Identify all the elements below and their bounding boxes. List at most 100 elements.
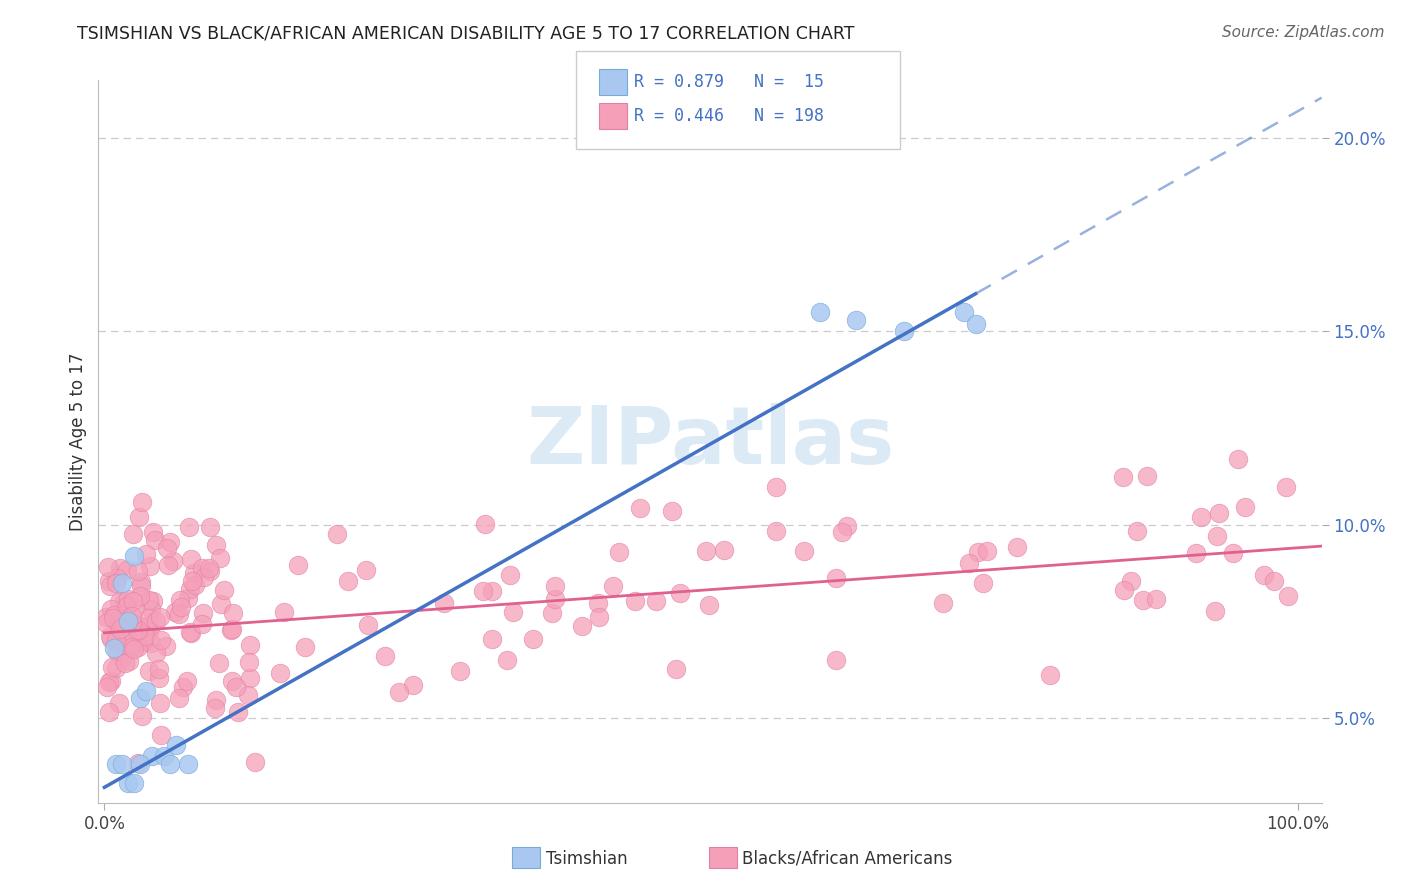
Point <box>401 678 423 692</box>
Point <box>169 592 191 607</box>
Point <box>496 653 519 667</box>
Point <box>105 571 128 585</box>
Point <box>180 626 202 640</box>
Point <box>149 728 172 742</box>
Point <box>149 610 172 624</box>
Point <box>134 634 156 648</box>
Point <box>957 557 980 571</box>
Point <box>713 542 735 557</box>
Point <box>169 607 191 621</box>
Point <box>121 608 143 623</box>
Point <box>699 598 721 612</box>
Point <box>765 480 787 494</box>
Point <box>628 501 651 516</box>
Point <box>180 552 202 566</box>
Point <box>150 633 173 648</box>
Point <box>101 659 124 673</box>
Point <box>179 582 201 596</box>
Point <box>183 566 205 580</box>
Point <box>222 606 245 620</box>
Point <box>98 579 121 593</box>
Point <box>111 757 134 772</box>
Point <box>1274 480 1296 494</box>
Point <box>661 504 683 518</box>
Point <box>112 594 135 608</box>
Point <box>125 636 148 650</box>
Point <box>148 662 170 676</box>
Point <box>236 689 259 703</box>
Point <box>221 622 243 636</box>
Point <box>98 705 121 719</box>
Point <box>1263 574 1285 588</box>
Point <box>198 520 221 534</box>
Point <box>139 601 162 615</box>
Point <box>129 574 152 589</box>
Point <box>243 755 266 769</box>
Point <box>976 543 998 558</box>
Point <box>177 591 200 606</box>
Point <box>120 640 142 655</box>
Point <box>118 654 141 668</box>
Text: Source: ZipAtlas.com: Source: ZipAtlas.com <box>1222 25 1385 40</box>
Point <box>148 672 170 686</box>
Point <box>139 559 162 574</box>
Point <box>104 661 127 675</box>
Point <box>845 313 868 327</box>
Point <box>449 665 471 679</box>
Point <box>129 757 152 772</box>
Point <box>226 705 249 719</box>
Point <box>121 618 143 632</box>
Point <box>204 693 226 707</box>
Point <box>191 607 214 621</box>
Point <box>103 611 125 625</box>
Point <box>141 636 163 650</box>
Point <box>94 615 117 630</box>
Point <box>205 538 228 552</box>
Point <box>120 636 142 650</box>
Point <box>602 580 624 594</box>
Point <box>131 494 153 508</box>
Point <box>972 575 994 590</box>
Point <box>354 563 377 577</box>
Point <box>115 563 138 577</box>
Point <box>1136 469 1159 483</box>
Point <box>100 629 122 643</box>
Point <box>1112 470 1135 484</box>
Point <box>212 582 235 597</box>
Point <box>153 749 176 764</box>
Point <box>134 629 156 643</box>
Point <box>208 656 231 670</box>
Point <box>135 547 157 561</box>
Point <box>952 305 974 319</box>
Point <box>165 738 187 752</box>
Point <box>107 617 129 632</box>
Point <box>695 544 717 558</box>
Point <box>238 655 260 669</box>
Point <box>357 617 380 632</box>
Point <box>810 305 832 319</box>
Point <box>831 525 853 540</box>
Point <box>177 757 200 772</box>
Point <box>127 623 149 637</box>
Point <box>1253 568 1275 582</box>
Point <box>837 519 859 533</box>
Point <box>665 662 688 676</box>
Point <box>98 675 121 690</box>
Point <box>1112 583 1135 598</box>
Point <box>273 605 295 619</box>
Point <box>481 583 503 598</box>
Point <box>128 510 150 524</box>
Point <box>541 606 564 620</box>
Point <box>127 565 149 579</box>
Point <box>967 545 990 559</box>
Point <box>100 673 122 688</box>
Point <box>239 672 262 686</box>
Point <box>499 567 522 582</box>
Point <box>122 642 145 657</box>
Point <box>114 599 136 613</box>
Text: TSIMSHIAN VS BLACK/AFRICAN AMERICAN DISABILITY AGE 5 TO 17 CORRELATION CHART: TSIMSHIAN VS BLACK/AFRICAN AMERICAN DISA… <box>77 25 855 43</box>
Point <box>156 541 179 555</box>
Point <box>159 535 181 549</box>
Point <box>481 632 503 647</box>
Point <box>294 640 316 655</box>
